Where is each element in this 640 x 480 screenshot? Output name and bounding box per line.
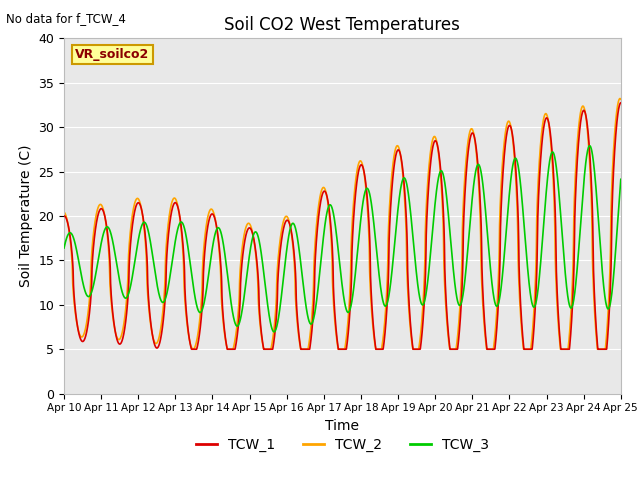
TCW_3 bbox=[606, 301, 614, 307]
TCW_2 bbox=[617, 96, 625, 102]
Text: No data for f_TCW_4: No data for f_TCW_4 bbox=[6, 12, 126, 25]
X-axis label: Time: Time bbox=[325, 419, 360, 433]
Title: Soil CO2 West Temperatures: Soil CO2 West Temperatures bbox=[225, 16, 460, 34]
TCW_2 bbox=[298, 347, 306, 352]
TCW_1 bbox=[298, 347, 306, 352]
TCW_1 bbox=[124, 301, 131, 307]
TCW_1 bbox=[60, 213, 68, 219]
TCW_3 bbox=[60, 245, 68, 251]
TCW_2 bbox=[606, 264, 614, 270]
Line: TCW_1: TCW_1 bbox=[64, 103, 621, 349]
TCW_3 bbox=[298, 269, 306, 275]
TCW_2 bbox=[274, 262, 282, 267]
TCW_3 bbox=[124, 293, 131, 299]
Line: TCW_3: TCW_3 bbox=[64, 146, 621, 332]
TCW_3 bbox=[157, 297, 164, 302]
TCW_3 bbox=[586, 143, 593, 149]
Text: VR_soilco2: VR_soilco2 bbox=[75, 48, 149, 61]
TCW_3 bbox=[617, 177, 625, 182]
Legend: TCW_1, TCW_2, TCW_3: TCW_1, TCW_2, TCW_3 bbox=[191, 432, 494, 458]
TCW_2 bbox=[157, 327, 164, 333]
TCW_2 bbox=[546, 132, 554, 138]
TCW_1 bbox=[546, 128, 554, 134]
TCW_2 bbox=[224, 347, 232, 352]
TCW_2 bbox=[124, 284, 131, 289]
TCW_1 bbox=[188, 347, 195, 352]
TCW_1 bbox=[606, 292, 614, 298]
TCW_3 bbox=[270, 329, 278, 335]
TCW_2 bbox=[616, 96, 624, 101]
Line: TCW_2: TCW_2 bbox=[64, 98, 621, 349]
TCW_1 bbox=[157, 336, 164, 342]
TCW_1 bbox=[617, 100, 625, 106]
TCW_3 bbox=[274, 319, 282, 325]
TCW_2 bbox=[60, 209, 68, 215]
TCW_3 bbox=[546, 156, 554, 162]
TCW_1 bbox=[274, 281, 282, 287]
Y-axis label: Soil Temperature (C): Soil Temperature (C) bbox=[19, 145, 33, 287]
